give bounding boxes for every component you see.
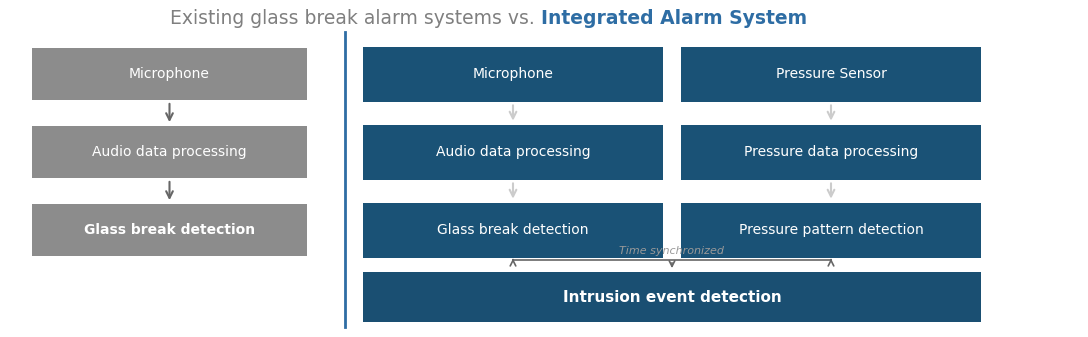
Text: Microphone: Microphone (472, 67, 554, 81)
FancyBboxPatch shape (363, 47, 663, 101)
Text: Pressure data processing: Pressure data processing (744, 145, 918, 159)
FancyBboxPatch shape (681, 47, 981, 101)
Text: Glass break detection: Glass break detection (84, 223, 255, 237)
FancyBboxPatch shape (363, 203, 663, 257)
FancyBboxPatch shape (32, 204, 307, 256)
Text: Existing glass break alarm systems vs.: Existing glass break alarm systems vs. (170, 9, 541, 28)
Text: Pressure pattern detection: Pressure pattern detection (739, 223, 924, 237)
Text: Integrated Alarm System: Integrated Alarm System (541, 9, 807, 28)
Text: Microphone: Microphone (129, 67, 210, 81)
Text: Intrusion event detection: Intrusion event detection (562, 289, 781, 305)
FancyBboxPatch shape (681, 124, 981, 180)
Text: Audio data processing: Audio data processing (435, 145, 591, 159)
FancyBboxPatch shape (32, 126, 307, 178)
FancyBboxPatch shape (681, 203, 981, 257)
Text: Glass break detection: Glass break detection (437, 223, 589, 237)
Text: Audio data processing: Audio data processing (92, 145, 247, 159)
Text: Time synchronized: Time synchronized (619, 246, 725, 256)
FancyBboxPatch shape (363, 124, 663, 180)
Text: Pressure Sensor: Pressure Sensor (776, 67, 887, 81)
FancyBboxPatch shape (363, 272, 981, 322)
FancyBboxPatch shape (32, 48, 307, 100)
